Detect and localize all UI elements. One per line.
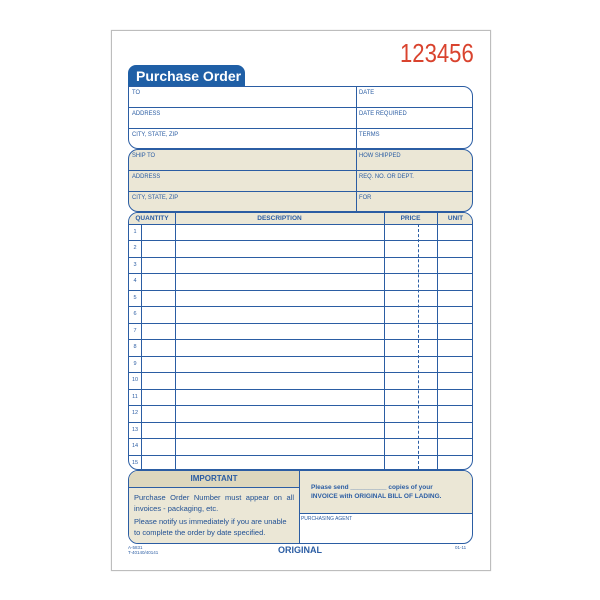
row-divider [129,454,472,456]
row-divider [129,339,472,341]
for-field[interactable]: FOR [359,194,372,201]
terms-field[interactable]: TERMS [359,131,380,138]
ship-city-state-zip-field[interactable]: CITY, STATE, ZIP [132,194,179,201]
price-header: PRICE [400,215,421,222]
ship-to-field[interactable]: SHIP TO [132,152,156,159]
row-number: 6 [133,311,137,318]
quantity-header: QUANTITY [135,215,169,222]
row-divider [129,256,472,258]
address-field[interactable]: ADDRESS [132,110,161,117]
row-number: 9 [133,360,137,367]
form-codes: A-5831 T-40140/40141 [128,545,158,555]
row-number: 10 [131,377,139,384]
how-shipped-field[interactable]: HOW SHIPPED [359,152,401,159]
ship-address-field[interactable]: ADDRESS [132,173,161,180]
row-number: 8 [133,344,137,351]
row-divider [129,273,472,275]
important-text-2: Please notify us immediately if you are … [134,517,287,537]
date-required-field[interactable]: DATE REQUIRED [359,110,407,117]
row-divider [129,289,472,291]
important-title: IMPORTANT [190,474,238,483]
row-divider [129,438,472,440]
row-number: 13 [131,426,139,433]
row-divider [129,372,472,374]
copy-label: ORIGINAL [278,545,322,555]
row-divider [129,306,472,308]
city-state-zip-field[interactable]: CITY, STATE, ZIP [132,131,179,138]
bottom-section: IMPORTANT Purchase Order Number must app… [128,470,473,544]
description-header: DESCRIPTION [257,215,302,222]
unit-header: UNIT [447,215,464,222]
date-field[interactable]: DATE [359,89,375,96]
purchasing-agent-field[interactable]: PURCHASING AGENT [301,516,353,522]
row-number: 15 [131,459,139,466]
vendor-section: TO ADDRESS CITY, STATE, ZIP DATE DATE RE… [128,86,473,149]
row-number: 11 [132,393,138,400]
row-divider [129,322,472,324]
invoice-note: Please send __________ copies of your IN… [311,484,442,500]
row-number: 5 [133,294,137,301]
row-divider [129,355,472,357]
important-text-1: Purchase Order Number must appear on all… [134,493,294,513]
row-number: 4 [133,278,137,285]
ship-section: SHIP TO ADDRESS CITY, STATE, ZIP HOW SHI… [128,149,473,212]
code-1: A-5831 [128,545,143,550]
form-title: Purchase Order [128,65,245,87]
row-divider [129,240,472,242]
row-divider [129,388,472,390]
row-number: 2 [133,245,137,252]
row-divider [129,405,472,407]
row-number: 7 [133,327,137,334]
row-number: 1 [133,229,137,235]
date-code: 01-11 [455,545,467,550]
req-no-field[interactable]: REQ. NO. OR DEPT. [359,173,414,180]
form-number: 123456 [400,38,474,68]
row-number: 12 [131,410,139,417]
to-field[interactable]: TO [132,89,141,96]
row-divider [129,421,472,423]
row-number: 3 [133,261,137,268]
row-number: 14 [131,443,139,450]
code-2: T-40140/40141 [128,550,159,555]
